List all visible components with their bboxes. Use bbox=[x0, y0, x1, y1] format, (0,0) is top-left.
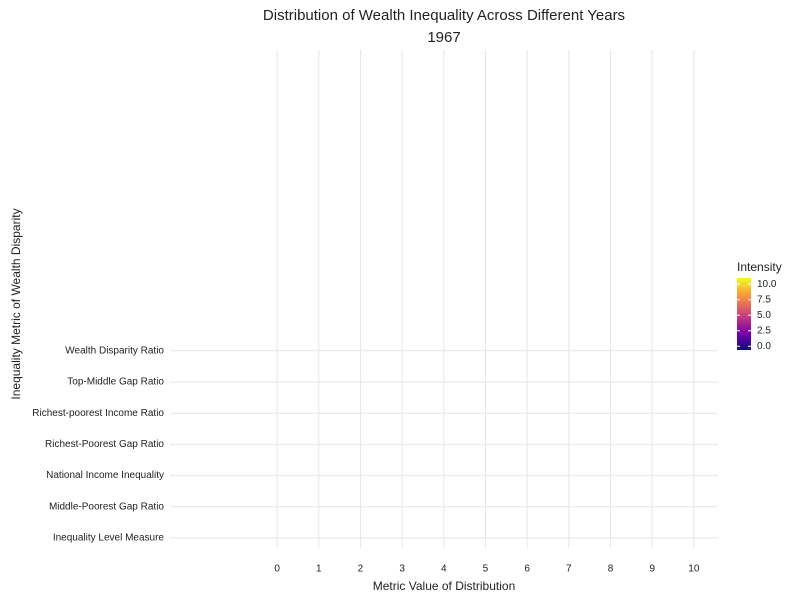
colorbar-tick-label: 7.5 bbox=[757, 294, 771, 305]
y-tick-label: Richest-poorest Income Ratio bbox=[32, 408, 164, 419]
x-tick-label: 2 bbox=[358, 564, 364, 575]
chart-title: Distribution of Wealth Inequality Across… bbox=[263, 7, 625, 24]
chart-subtitle: 1967 bbox=[427, 29, 460, 46]
x-tick-label: 0 bbox=[274, 564, 280, 575]
x-tick-label: 10 bbox=[688, 564, 700, 575]
x-tick-label: 3 bbox=[399, 564, 405, 575]
x-tick-label: 7 bbox=[566, 564, 572, 575]
x-tick-label: 5 bbox=[483, 564, 489, 575]
x-tick-label: 9 bbox=[649, 564, 655, 575]
colorbar-tick-label: 2.5 bbox=[757, 325, 771, 336]
x-axis-label: Metric Value of Distribution bbox=[373, 579, 516, 593]
colorbar-tick-label: 5.0 bbox=[757, 310, 771, 321]
x-tick-label: 1 bbox=[316, 564, 322, 575]
y-tick-label: Inequality Level Measure bbox=[53, 533, 165, 544]
legend-title: Intensity bbox=[737, 260, 782, 274]
x-tick-label: 4 bbox=[441, 564, 447, 575]
y-tick-label: Richest-Poorest Gap Ratio bbox=[45, 439, 164, 450]
x-tick-label: 8 bbox=[608, 564, 614, 575]
y-tick-label: Top-Middle Gap Ratio bbox=[67, 377, 164, 388]
y-axis-label: Inequality Metric of Wealth Disparity bbox=[9, 208, 23, 399]
colorbar-tick-label: 10.0 bbox=[757, 279, 777, 290]
y-tick-label: National Income Inequality bbox=[46, 470, 164, 481]
colorbar-tick-label: 0.0 bbox=[757, 341, 771, 352]
y-tick-label: Wealth Disparity Ratio bbox=[65, 345, 164, 356]
colorbar bbox=[737, 278, 751, 350]
x-tick-label: 6 bbox=[524, 564, 530, 575]
y-tick-label: Middle-Poorest Gap Ratio bbox=[49, 501, 164, 512]
